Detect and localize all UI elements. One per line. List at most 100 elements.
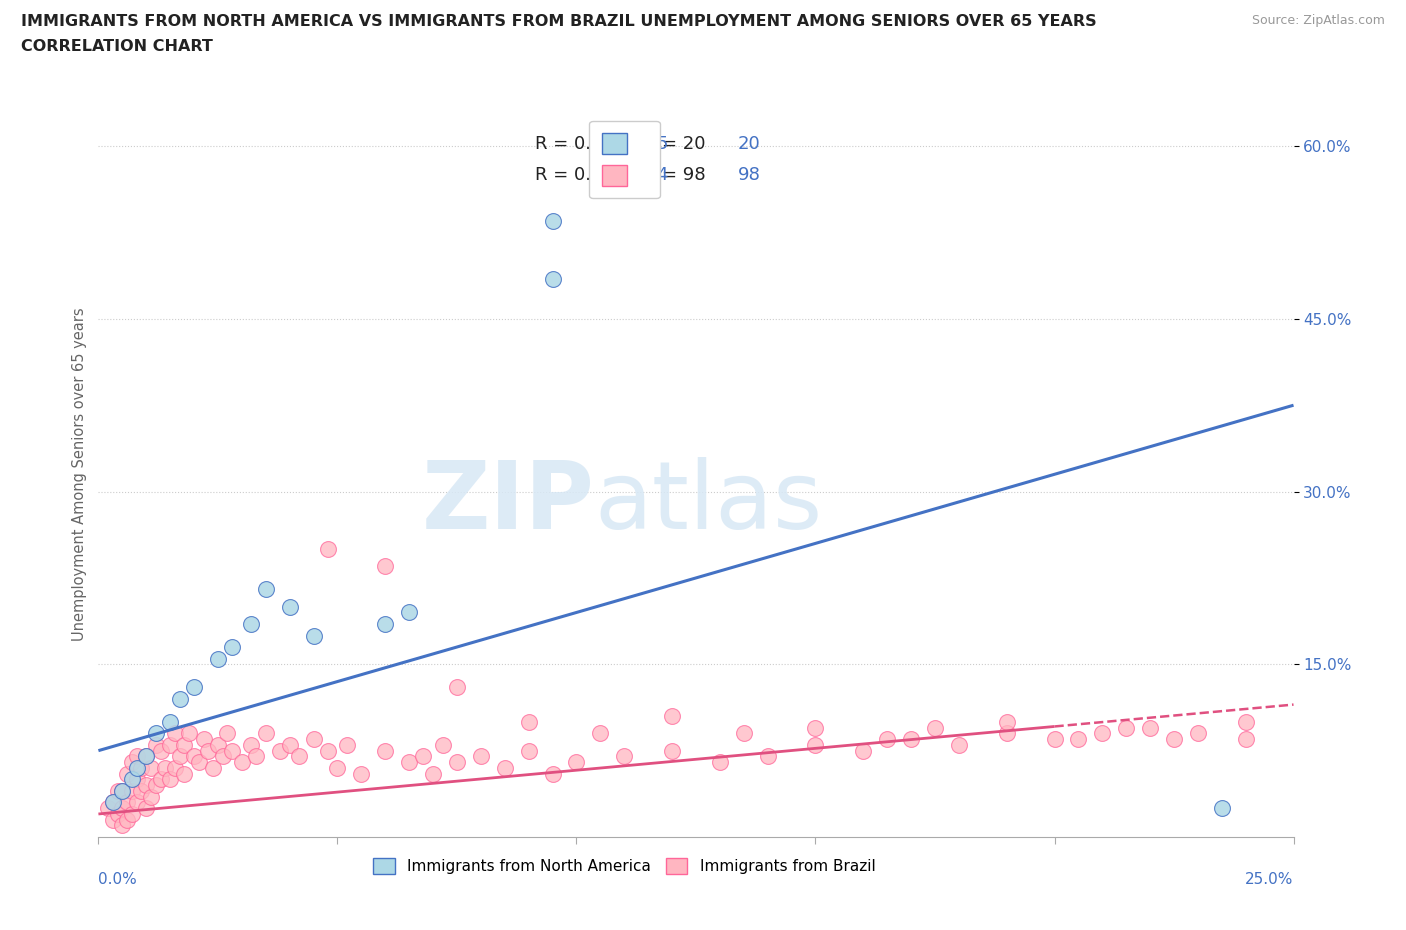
Text: 25.0%: 25.0% (1246, 871, 1294, 886)
Point (217, 726, 239, 741)
Text: R = 0.395   N = 20: R = 0.395 N = 20 (534, 135, 706, 153)
Point (924, 720, 946, 735)
Point (269, 743, 291, 758)
Point (446, 680, 468, 695)
Point (149, 743, 172, 758)
Point (494, 761, 516, 776)
Point (374, 559, 396, 574)
Point (1187, 726, 1209, 741)
Point (541, 766, 564, 781)
Point (101, 795, 124, 810)
Point (374, 743, 396, 758)
Point (1043, 732, 1066, 747)
Point (948, 737, 970, 752)
Point (115, 795, 138, 810)
Point (1211, 801, 1233, 816)
Point (398, 605, 420, 620)
Point (231, 755, 253, 770)
Point (207, 737, 229, 752)
Point (254, 726, 277, 741)
Point (183, 749, 205, 764)
Point (661, 743, 683, 758)
Point (412, 749, 434, 764)
Point (432, 737, 454, 752)
Point (374, 617, 396, 631)
Point (101, 812, 124, 827)
Point (1163, 732, 1185, 747)
Point (852, 743, 875, 758)
Point (278, 599, 301, 614)
Text: atlas: atlas (595, 458, 823, 550)
Point (125, 772, 148, 787)
Point (193, 732, 215, 747)
Point (111, 818, 134, 833)
Point (145, 737, 167, 752)
Point (336, 737, 359, 752)
Point (211, 749, 233, 764)
Text: 20: 20 (738, 135, 761, 153)
Point (541, 272, 564, 286)
Point (125, 749, 148, 764)
Point (187, 755, 209, 770)
Point (240, 617, 263, 631)
Point (121, 806, 143, 821)
Point (517, 743, 540, 758)
Point (900, 732, 922, 747)
Point (1234, 732, 1257, 747)
Point (107, 783, 129, 798)
Point (804, 720, 827, 735)
Y-axis label: Unemployment Among Seniors over 65 years: Unemployment Among Seniors over 65 years (72, 308, 87, 641)
Point (139, 790, 162, 804)
Text: 98: 98 (738, 166, 761, 184)
Point (398, 755, 420, 770)
Point (121, 755, 143, 770)
Point (541, 214, 564, 229)
Point (756, 749, 779, 764)
Legend: Immigrants from North America, Immigrants from Brazil: Immigrants from North America, Immigrant… (367, 852, 882, 880)
Point (470, 749, 492, 764)
Point (115, 766, 138, 781)
Point (179, 726, 201, 741)
Point (163, 726, 186, 741)
Point (446, 755, 468, 770)
Point (125, 761, 148, 776)
Point (589, 726, 612, 741)
Point (115, 812, 138, 827)
Point (1115, 720, 1137, 735)
Text: IMMIGRANTS FROM NORTH AMERICA VS IMMIGRANTS FROM BRAZIL UNEMPLOYMENT AMONG SENIO: IMMIGRANTS FROM NORTH AMERICA VS IMMIGRA… (21, 14, 1097, 29)
Point (135, 749, 157, 764)
Point (221, 640, 243, 655)
Point (135, 801, 157, 816)
Point (302, 732, 325, 747)
Point (145, 777, 167, 792)
Point (202, 761, 225, 776)
Point (107, 806, 129, 821)
Point (733, 726, 755, 741)
Point (111, 801, 134, 816)
Point (159, 772, 181, 787)
Point (288, 749, 311, 764)
Point (240, 737, 263, 752)
Point (661, 709, 683, 724)
Point (278, 737, 301, 752)
Text: R = 0.234   N = 98: R = 0.234 N = 98 (534, 166, 706, 184)
Point (125, 795, 148, 810)
Point (221, 743, 243, 758)
Point (565, 755, 588, 770)
Point (169, 749, 191, 764)
Point (101, 795, 124, 810)
Point (709, 755, 731, 770)
Point (121, 783, 143, 798)
Point (995, 726, 1018, 741)
Point (145, 726, 167, 741)
Point (131, 761, 153, 776)
Point (169, 691, 191, 706)
Point (302, 628, 325, 643)
Point (197, 743, 219, 758)
Text: 0.234: 0.234 (619, 166, 669, 184)
Point (517, 714, 540, 729)
Point (149, 772, 172, 787)
Point (121, 772, 143, 787)
Point (135, 749, 157, 764)
Point (316, 541, 339, 556)
